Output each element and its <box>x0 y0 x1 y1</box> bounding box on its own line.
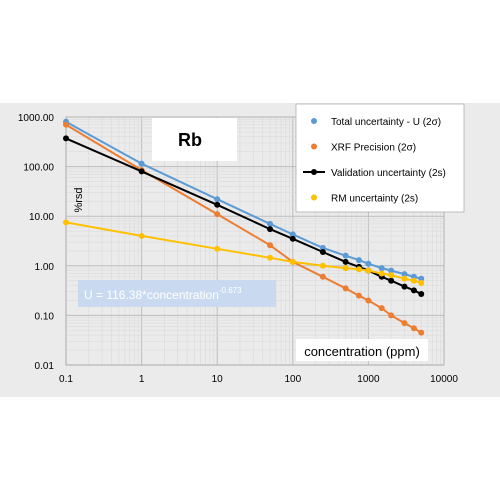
data-point <box>267 254 274 261</box>
data-point <box>267 226 274 233</box>
data-point <box>401 275 408 282</box>
y-tick-labels: 0.01 0.10 1.00 10.00 100.00 1000.00 <box>18 113 55 372</box>
legend-box <box>295 103 465 213</box>
data-point <box>319 248 326 255</box>
data-point <box>401 320 408 327</box>
x-tick-label: 1000 <box>357 374 380 385</box>
data-point <box>138 168 145 175</box>
legend-label: RM uncertainty (2s) <box>331 194 418 205</box>
chart-title: Rb <box>178 130 202 150</box>
data-point <box>138 160 145 167</box>
y-tick-label: 10.00 <box>29 212 54 223</box>
data-point <box>214 196 221 203</box>
data-point <box>63 121 69 128</box>
legend-label: XRF Precision (2σ) <box>331 143 416 154</box>
data-point <box>342 258 349 265</box>
legend-item: RM uncertainty (2s) <box>311 194 418 205</box>
y-tick-label: 1000.00 <box>18 113 55 124</box>
legend-item: Total uncertainty - U (2σ) <box>311 117 441 128</box>
equation-label: U = 116.38*concentration-0.673 <box>84 286 242 302</box>
data-point <box>355 257 362 264</box>
data-point <box>355 266 362 273</box>
legend-item: XRF Precision (2σ) <box>311 143 416 154</box>
data-point <box>365 260 372 267</box>
x-axis-label: concentration (ppm) <box>304 344 420 359</box>
data-point <box>410 277 417 284</box>
data-point <box>388 272 395 279</box>
data-point <box>378 305 385 312</box>
y-tick-label: 1.00 <box>35 262 55 273</box>
data-point <box>63 219 69 226</box>
data-point <box>289 258 296 265</box>
y-axis-label: %rsd <box>73 187 85 212</box>
data-point <box>342 285 349 292</box>
y-tick-label: 0.10 <box>35 311 55 322</box>
data-point <box>365 267 372 274</box>
data-point <box>289 235 296 242</box>
legend-marker <box>311 118 317 124</box>
series-layer <box>63 118 425 336</box>
data-point <box>401 271 408 278</box>
legend-marker <box>311 169 317 175</box>
data-point <box>388 277 395 284</box>
x-axis-label-box <box>296 339 428 361</box>
data-point <box>267 242 274 249</box>
data-point <box>289 231 296 238</box>
legend-item: Validation uncertainty (2s) <box>303 168 446 179</box>
data-point <box>418 275 425 282</box>
data-point <box>319 273 326 280</box>
legend-label: Validation uncertainty (2s) <box>331 168 446 179</box>
data-point <box>418 329 425 336</box>
x-tick-label: 100 <box>284 374 301 385</box>
data-point <box>365 297 372 304</box>
series-group <box>63 219 425 287</box>
data-point <box>214 245 221 252</box>
data-point <box>138 232 145 239</box>
series-group <box>63 118 425 282</box>
data-point <box>418 291 425 298</box>
data-point <box>342 252 349 259</box>
plot-area-border <box>65 116 445 366</box>
data-point <box>63 135 69 142</box>
data-point <box>410 287 417 294</box>
data-point <box>319 244 326 251</box>
data-point <box>267 220 274 227</box>
data-point <box>388 312 395 319</box>
x-tick-label: 1 <box>139 374 145 385</box>
data-point <box>214 211 221 218</box>
data-point <box>355 292 362 299</box>
legend: Total uncertainty - U (2σ) XRF Precision … <box>295 103 465 213</box>
series-group <box>63 121 425 336</box>
x-tick-label: 10000 <box>430 374 458 385</box>
data-point <box>342 265 349 272</box>
y-tick-label: 0.01 <box>35 361 55 372</box>
data-point <box>378 265 385 272</box>
title-box <box>152 118 237 161</box>
legend-label: Total uncertainty - U (2σ) <box>331 117 441 128</box>
data-point <box>418 280 425 287</box>
data-point <box>388 267 395 274</box>
legend-marker <box>311 194 317 201</box>
x-tick-labels: 0.1 1 10 100 1000 10000 <box>59 374 458 385</box>
legend-marker <box>311 143 317 150</box>
data-point <box>410 325 417 332</box>
data-point <box>214 201 221 208</box>
equation-box <box>78 280 276 307</box>
x-tick-label: 10 <box>212 374 224 385</box>
data-point <box>378 270 385 277</box>
x-tick-label: 0.1 <box>59 374 73 385</box>
y-tick-label: 100.00 <box>23 163 54 174</box>
equation-exponent: -0.673 <box>219 286 242 295</box>
equation-text: U = 116.38*concentration <box>84 288 219 302</box>
data-point <box>401 283 408 290</box>
data-point <box>319 262 326 269</box>
